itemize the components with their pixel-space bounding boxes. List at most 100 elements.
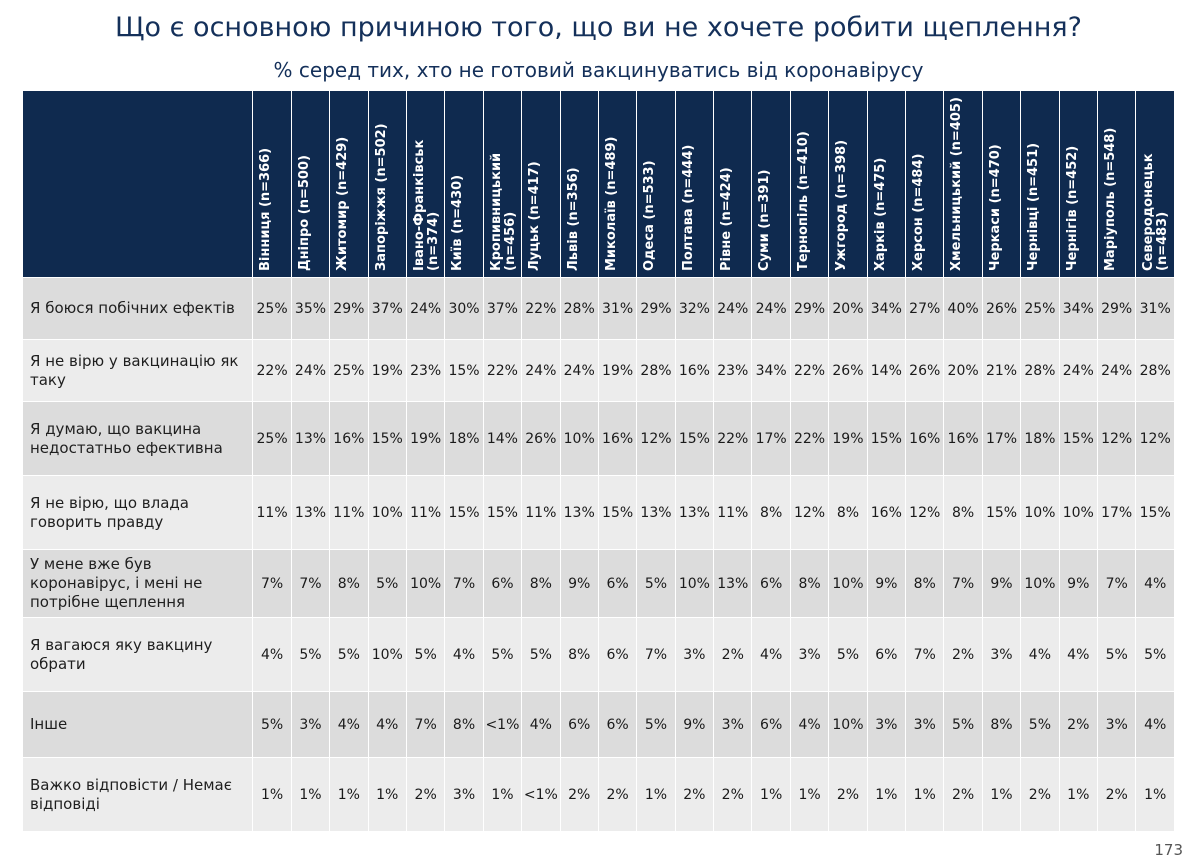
table-cell: 6% xyxy=(597,549,638,618)
table-cell: 23% xyxy=(405,339,446,402)
table-cell: 24% xyxy=(290,339,331,402)
table-cell: 6% xyxy=(866,617,907,692)
table-cell: 5% xyxy=(405,617,446,692)
column-header-label: Запоріжжя (n=502) xyxy=(373,123,389,271)
row-label: Я вагаюся яку вакцину обрати xyxy=(21,617,254,692)
table-cell: 20% xyxy=(943,339,983,402)
table-body: Я боюся побічних ефектів 25% 35% 29% 37% 24% 3… xyxy=(21,277,1175,832)
table-cell: 25% xyxy=(252,401,292,476)
row-label: Важко відповісти / Немає відповіді xyxy=(21,757,254,832)
table-cell: 15% xyxy=(444,339,484,402)
chart-subtitle: % серед тих, хто не готовий вакцинуватис… xyxy=(273,58,924,82)
table-cell: 13% xyxy=(713,549,753,618)
table-cell: 8% xyxy=(751,475,791,550)
table-cell: 5% xyxy=(290,617,331,692)
table-cell: 26% xyxy=(905,339,945,402)
table-cell: 28% xyxy=(1135,339,1175,402)
table-cell: 4% xyxy=(789,691,830,758)
column-header: Дніпро (n=500) xyxy=(290,90,331,278)
header-row: Вінниця (n=366) Дніпро (n=500) Житомир (n=… xyxy=(21,90,1175,278)
column-header-label: Чернівці (n=451) xyxy=(1026,142,1042,271)
table-cell: 28% xyxy=(1020,339,1060,402)
table-cell: 2% xyxy=(1096,757,1137,832)
row-label: Я не вірю у вакцинацію як таку xyxy=(21,339,254,402)
table-cell: 2% xyxy=(674,757,715,832)
column-header: Житомир (n=429) xyxy=(329,90,369,278)
table-cell: 15% xyxy=(981,475,1022,550)
table-cell: 9% xyxy=(1058,549,1098,618)
table-cell: 24% xyxy=(1058,339,1098,402)
table-cell: 1% xyxy=(789,757,830,832)
table-cell: 15% xyxy=(367,401,407,476)
column-header-label: Тернопіль (n=410) xyxy=(795,131,811,271)
table-cell: 2% xyxy=(713,617,753,692)
table-cell: 5% xyxy=(1096,617,1137,692)
table-cell: 3% xyxy=(905,691,945,758)
table-cell: 2% xyxy=(405,757,446,832)
table-cell: 22% xyxy=(789,401,830,476)
table-cell: 13% xyxy=(674,475,715,550)
table-cell: 12% xyxy=(1096,401,1137,476)
table-cell: 5% xyxy=(367,549,407,618)
table-cell: 17% xyxy=(751,401,791,476)
column-header-label: Маріуполь (n=548) xyxy=(1102,127,1118,271)
table-cell: 35% xyxy=(290,277,331,340)
table-cell: 9% xyxy=(981,549,1022,618)
column-header: Харків (n=475) xyxy=(866,90,907,278)
column-header-label: Чернігів (n=452) xyxy=(1064,145,1080,271)
row-label: Я не вірю, що влада говорить правду xyxy=(21,475,254,550)
table-cell: 16% xyxy=(866,475,907,550)
table-cell: 4% xyxy=(252,617,292,692)
table-cell: 1% xyxy=(751,757,791,832)
data-table: Вінниця (n=366) Дніпро (n=500) Житомир (n=… xyxy=(21,90,1175,832)
table-cell: 5% xyxy=(636,691,676,758)
table-row: Інше 5% 3% 4% 4% 7% 8% <1% 4% 6% 6% 5% 9% 3% 6% 4% 10% 3%… xyxy=(21,691,1175,758)
table-cell: 18% xyxy=(444,401,484,476)
table-cell: 5% xyxy=(252,691,292,758)
table-cell: 13% xyxy=(559,475,599,550)
table-cell: 22% xyxy=(482,339,523,402)
table-cell: 1% xyxy=(905,757,945,832)
column-header: Полтава (n=444) xyxy=(674,90,715,278)
column-header-label: Дніпро (n=500) xyxy=(296,155,312,271)
column-header: Маріуполь (n=548) xyxy=(1096,90,1137,278)
table-cell: 28% xyxy=(559,277,599,340)
table-cell: 8% xyxy=(521,549,561,618)
table-cell: 1% xyxy=(866,757,907,832)
table-cell: 34% xyxy=(1058,277,1098,340)
table-cell: 15% xyxy=(866,401,907,476)
table-cell: 1% xyxy=(367,757,407,832)
column-header-label: Івано-Франківськ (n=374) xyxy=(411,139,441,271)
table-cell: 20% xyxy=(828,277,868,340)
table-cell: 27% xyxy=(905,277,945,340)
table-cell: 1% xyxy=(252,757,292,832)
column-header: Ужгород (n=398) xyxy=(828,90,868,278)
table-cell: 37% xyxy=(482,277,523,340)
column-header: Івано-Франківськ (n=374) xyxy=(405,90,446,278)
table-row: Я вагаюся яку вакцину обрати 4% 5% 5% 10% 5% 4… xyxy=(21,617,1175,692)
column-header-label: Кропивницький (n=456) xyxy=(488,152,518,271)
table-cell: 8% xyxy=(981,691,1022,758)
table-cell: 9% xyxy=(559,549,599,618)
table-cell: 40% xyxy=(943,277,983,340)
table-cell: 8% xyxy=(559,617,599,692)
table-cell: 6% xyxy=(751,549,791,618)
table-cell: 5% xyxy=(329,617,369,692)
table-cell: 2% xyxy=(713,757,753,832)
table-cell: 3% xyxy=(866,691,907,758)
table-cell: 21% xyxy=(981,339,1022,402)
column-header-label: Львів (n=356) xyxy=(565,167,581,271)
column-header-label: Миколаїв (n=489) xyxy=(603,136,619,271)
table-cell: 6% xyxy=(482,549,523,618)
table-cell: 25% xyxy=(1020,277,1060,340)
table-cell: 1% xyxy=(482,757,523,832)
table-cell: 8% xyxy=(329,549,369,618)
chart-title: Що є основною причиною того, що ви не хо… xyxy=(115,12,1082,43)
column-header: Одеса (n=533) xyxy=(636,90,676,278)
table-cell: 11% xyxy=(521,475,561,550)
table-cell: 1% xyxy=(1135,757,1175,832)
table-cell: 5% xyxy=(943,691,983,758)
table-cell: 24% xyxy=(713,277,753,340)
table-cell: 19% xyxy=(367,339,407,402)
column-header: Львів (n=356) xyxy=(559,90,599,278)
